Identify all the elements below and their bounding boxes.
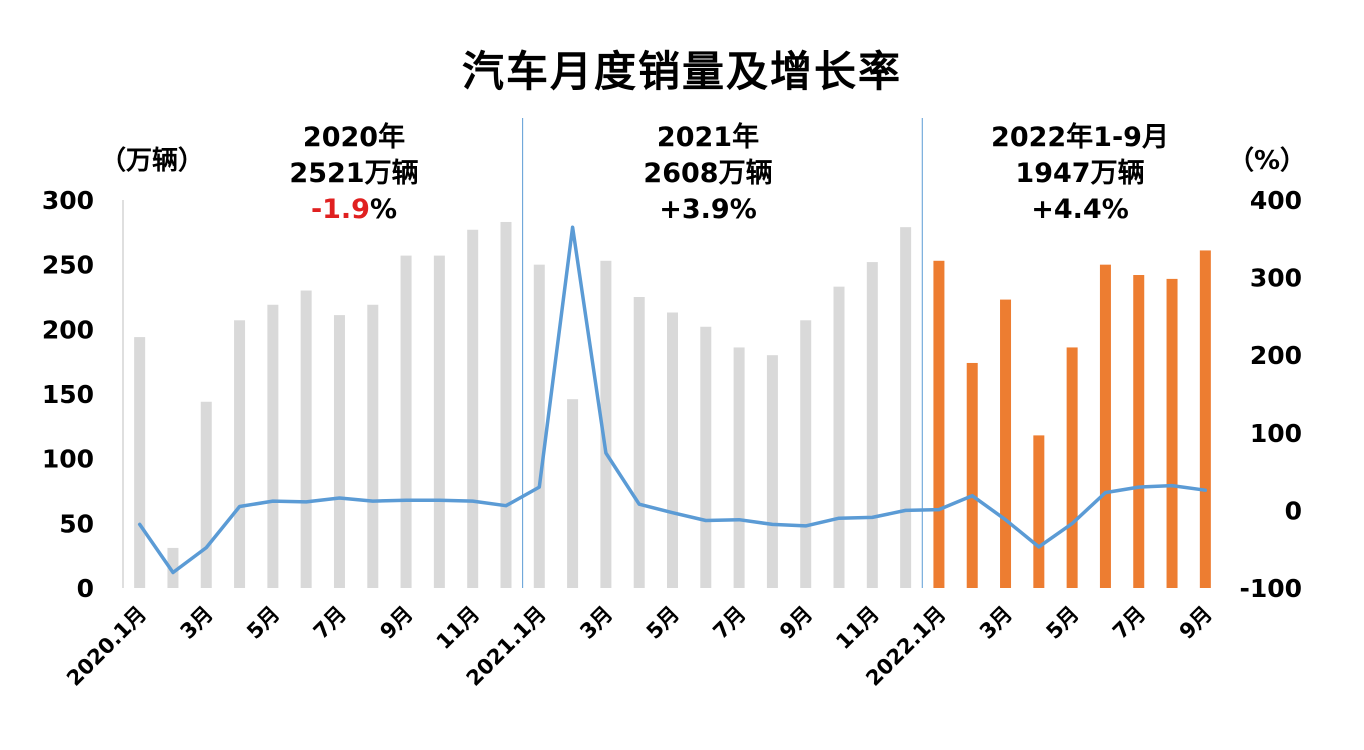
left-tick-label: 200 bbox=[42, 315, 94, 344]
period-2020-year: 2020年 bbox=[302, 122, 406, 153]
right-tick-label: -100 bbox=[1239, 574, 1302, 603]
bar-12 bbox=[500, 221, 512, 588]
x-tick-label: 5月 bbox=[1042, 602, 1084, 644]
period-2020-growth: -1.9% bbox=[224, 192, 484, 228]
bar-13 bbox=[533, 264, 545, 588]
x-tick-label: 3月 bbox=[575, 602, 617, 644]
bar-8 bbox=[367, 304, 379, 588]
chart-title: 汽车月度销量及增长率 bbox=[461, 47, 902, 96]
bar-30 bbox=[1099, 264, 1111, 588]
bar-25 bbox=[933, 260, 945, 588]
bar-26 bbox=[966, 362, 978, 588]
period-2022-year: 2022年1-9月 bbox=[991, 122, 1169, 153]
x-tick-label: 7月 bbox=[1108, 602, 1150, 644]
bar-9 bbox=[400, 255, 412, 588]
left-axis-ticks: 300 250 200 150 100 50 0 bbox=[42, 186, 94, 603]
x-tick-label: 7月 bbox=[309, 602, 351, 644]
bar-18 bbox=[700, 326, 712, 588]
x-tick-label: 11月 bbox=[432, 602, 484, 654]
bar-19 bbox=[733, 347, 745, 588]
left-tick-label: 50 bbox=[59, 509, 94, 538]
period-2021-year: 2021年 bbox=[656, 122, 760, 153]
left-tick-label: 100 bbox=[42, 445, 94, 474]
x-tick-label: 9月 bbox=[1175, 602, 1217, 644]
bar-15 bbox=[600, 260, 612, 588]
bar-2 bbox=[167, 547, 179, 588]
bar-4 bbox=[234, 320, 246, 588]
period-2021-growth: +3.9% bbox=[659, 194, 757, 225]
right-tick-label: 100 bbox=[1250, 419, 1302, 448]
sales-bars bbox=[134, 221, 1211, 588]
left-tick-label: 250 bbox=[42, 251, 94, 280]
period-2021-summary: 2021年 2608万辆 +3.9% bbox=[578, 120, 838, 228]
x-tick-label: 2020.1月 bbox=[62, 602, 151, 691]
period-2020-total: 2521万辆 bbox=[289, 158, 419, 189]
bar-5 bbox=[267, 304, 279, 588]
x-tick-label: 9月 bbox=[375, 602, 417, 644]
left-axis-unit: （万辆） bbox=[100, 146, 205, 176]
x-tick-label: 5月 bbox=[242, 602, 284, 644]
period-2021-total: 2608万辆 bbox=[643, 158, 773, 189]
bar-21 bbox=[800, 320, 812, 588]
bar-27 bbox=[1000, 299, 1012, 588]
bar-24 bbox=[900, 227, 912, 588]
x-tick-label: 7月 bbox=[708, 602, 750, 644]
bar-20 bbox=[766, 355, 778, 588]
bar-6 bbox=[300, 290, 312, 588]
bar-33 bbox=[1199, 250, 1211, 588]
right-tick-label: 300 bbox=[1250, 264, 1302, 293]
bar-32 bbox=[1166, 278, 1178, 588]
period-2020-summary: 2020年 2521万辆 -1.9% bbox=[224, 120, 484, 228]
right-tick-label: 400 bbox=[1250, 186, 1302, 215]
period-2020-growth-suffix: % bbox=[369, 194, 398, 225]
bar-3 bbox=[200, 401, 212, 588]
right-axis-ticks: 400 300 200 100 0 -100 bbox=[1239, 186, 1302, 603]
x-tick-label: 5月 bbox=[642, 602, 684, 644]
bar-31 bbox=[1133, 275, 1145, 588]
bar-10 bbox=[433, 255, 445, 588]
bar-1 bbox=[134, 337, 146, 588]
bar-16 bbox=[633, 297, 645, 588]
bar-11 bbox=[467, 229, 479, 588]
right-tick-label: 200 bbox=[1250, 341, 1302, 370]
bar-29 bbox=[1066, 347, 1078, 588]
bar-17 bbox=[667, 312, 678, 588]
bar-7 bbox=[333, 315, 345, 588]
left-tick-label: 150 bbox=[42, 380, 94, 409]
left-tick-label: 300 bbox=[42, 186, 94, 215]
x-tick-label: 9月 bbox=[775, 602, 817, 644]
left-tick-label: 0 bbox=[77, 574, 94, 603]
period-2020-growth-value: -1.9 bbox=[310, 194, 370, 225]
growth-line-layer bbox=[137, 225, 1208, 575]
x-tick-label: 3月 bbox=[176, 602, 218, 644]
x-tick-label: 3月 bbox=[975, 602, 1017, 644]
bar-28 bbox=[1033, 435, 1045, 588]
period-2022-summary: 2022年1-9月 1947万辆 +4.4% bbox=[950, 120, 1210, 228]
x-tick-label: 11月 bbox=[831, 602, 883, 654]
period-2022-total: 1947万辆 bbox=[1015, 158, 1145, 189]
right-axis-unit: （%） bbox=[1228, 146, 1307, 176]
period-2022-growth: +4.4% bbox=[1031, 194, 1129, 225]
bar-14 bbox=[567, 399, 579, 588]
bar-23 bbox=[866, 262, 878, 588]
growth-rate-line bbox=[137, 225, 1208, 575]
bar-22 bbox=[833, 286, 845, 588]
right-tick-label: 0 bbox=[1285, 496, 1302, 525]
